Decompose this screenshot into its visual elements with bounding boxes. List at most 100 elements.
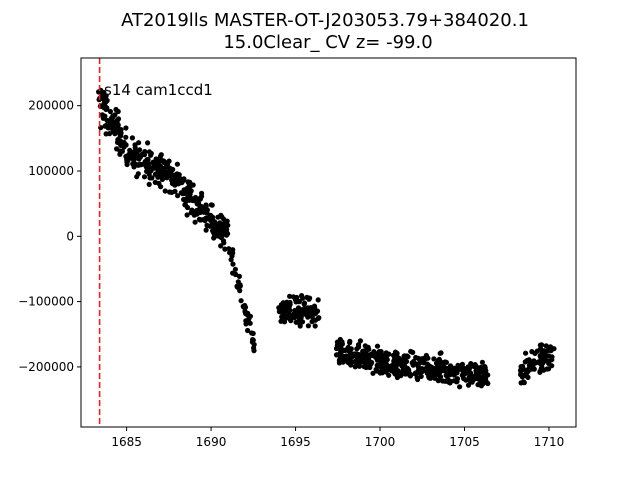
data-point xyxy=(224,230,230,236)
data-point xyxy=(546,360,552,367)
y-axis-ticks: −200000 −100000 0 100000 200000 xyxy=(18,99,81,374)
data-point xyxy=(465,382,472,388)
data-point xyxy=(354,351,360,357)
data-point xyxy=(192,219,198,225)
data-point xyxy=(386,372,392,378)
data-point xyxy=(143,164,149,170)
data-point xyxy=(228,257,234,263)
data-point xyxy=(240,303,246,309)
data-point xyxy=(399,363,405,369)
data-point xyxy=(103,106,109,112)
data-point xyxy=(103,131,109,137)
data-point xyxy=(203,227,209,233)
data-point xyxy=(121,144,127,150)
data-point xyxy=(215,214,221,220)
data-point xyxy=(347,340,353,346)
data-point xyxy=(526,357,532,363)
data-point xyxy=(466,376,472,382)
chart-title-line2: 15.0Clear_ CV z= -99.0 xyxy=(223,32,432,53)
data-point xyxy=(354,361,360,367)
data-point xyxy=(442,359,448,365)
data-point xyxy=(304,294,310,300)
data-point xyxy=(211,235,217,241)
data-point xyxy=(113,106,119,113)
data-point xyxy=(409,360,415,366)
chart-annotation: s14 cam1ccd1 xyxy=(104,81,213,99)
y-tick-label: 0 xyxy=(66,229,74,243)
data-point xyxy=(466,366,472,372)
x-tick-label: 1700 xyxy=(365,435,396,449)
data-point xyxy=(178,190,184,196)
data-point xyxy=(316,315,322,321)
data-point xyxy=(184,188,190,194)
data-point xyxy=(238,298,244,304)
data-point xyxy=(363,361,369,367)
data-point xyxy=(362,343,368,349)
data-point xyxy=(170,166,176,173)
data-point xyxy=(243,321,249,327)
data-point xyxy=(430,374,436,380)
data-point xyxy=(305,323,311,329)
data-point xyxy=(137,161,143,167)
data-point xyxy=(523,350,529,356)
data-point xyxy=(469,379,475,385)
data-point xyxy=(297,323,303,329)
data-point xyxy=(457,384,463,390)
data-point xyxy=(447,378,453,384)
data-point xyxy=(108,120,114,126)
data-point xyxy=(440,378,446,384)
data-point xyxy=(483,368,489,374)
data-point xyxy=(468,370,474,376)
data-point xyxy=(152,160,158,166)
data-point xyxy=(479,359,485,365)
data-point xyxy=(549,354,555,360)
data-point xyxy=(406,367,412,373)
data-point xyxy=(221,216,227,222)
data-point xyxy=(131,164,137,170)
data-point xyxy=(543,343,549,349)
data-point xyxy=(134,174,140,180)
data-point xyxy=(346,346,352,352)
data-point xyxy=(440,367,447,373)
data-point xyxy=(126,152,132,158)
y-tick-label: −200000 xyxy=(18,360,74,374)
data-point xyxy=(521,380,527,386)
data-point xyxy=(196,196,203,202)
data-point xyxy=(276,305,282,311)
data-point xyxy=(190,182,196,188)
data-point xyxy=(148,152,154,158)
data-point xyxy=(371,349,377,355)
data-point xyxy=(447,363,454,369)
data-point xyxy=(435,366,441,372)
data-point xyxy=(184,212,190,218)
data-points xyxy=(96,87,557,390)
data-point xyxy=(118,138,124,144)
data-point xyxy=(251,345,257,351)
data-point xyxy=(209,202,215,208)
data-point xyxy=(281,319,288,325)
data-point xyxy=(250,330,256,337)
data-point xyxy=(301,300,308,306)
data-point xyxy=(197,205,203,211)
data-point xyxy=(373,366,379,373)
y-tick-label: 100000 xyxy=(28,164,74,178)
data-point xyxy=(431,368,437,374)
y-tick-label: 200000 xyxy=(28,99,74,113)
data-point xyxy=(104,97,110,104)
data-point xyxy=(218,243,224,249)
data-point xyxy=(309,319,315,325)
data-point xyxy=(237,282,243,288)
data-point xyxy=(175,193,181,199)
data-point xyxy=(146,181,152,187)
data-point xyxy=(443,372,449,378)
data-point xyxy=(161,158,167,164)
data-point xyxy=(96,89,102,95)
data-point xyxy=(181,176,187,182)
data-point xyxy=(212,228,218,234)
data-point xyxy=(176,179,182,185)
data-point xyxy=(310,310,316,316)
plot-area-background xyxy=(81,58,576,427)
data-point xyxy=(525,374,531,380)
data-point xyxy=(152,171,158,177)
